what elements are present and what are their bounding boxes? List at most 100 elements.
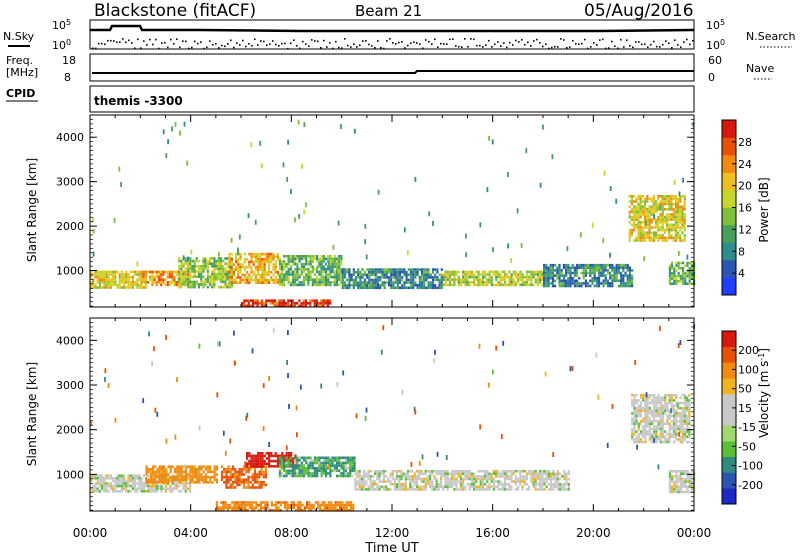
data-cell [655,440,658,444]
data-cell [259,509,262,512]
data-cell [670,401,673,405]
data-cell [677,226,680,229]
data-cell [175,270,178,274]
data-cell [313,304,316,308]
data-cell [655,234,658,237]
data-cell [305,466,308,470]
data-cell [519,270,522,274]
data-cell [282,299,285,302]
data-cell [661,435,665,439]
data-cell [254,276,257,279]
data-cell [429,276,432,279]
data-cell [420,472,423,476]
noise-dot [281,42,283,45]
data-cell [154,473,157,476]
data-cell [591,271,594,275]
data-cell [98,275,101,279]
data-cell [215,262,218,265]
data-cell [486,273,489,276]
data-cell [643,256,646,262]
data-cell [554,480,557,483]
data-cell [521,281,524,284]
data-cell [107,281,110,284]
data-cell [118,166,121,172]
data-cell [241,265,244,269]
data-cell [268,459,271,463]
data-cell [650,200,653,203]
data-cell [165,470,168,474]
data-cell [145,477,148,480]
data-cell [589,269,592,272]
data-cell [437,472,440,476]
data-cell [206,280,209,284]
data-cell [652,231,655,234]
data-cell [218,251,220,257]
data-cell [256,302,259,305]
data-cell [331,456,334,460]
data-cell [387,283,391,287]
data-cell [675,425,678,428]
data-cell [499,480,502,483]
data-cell [352,283,355,287]
data-cell [358,469,361,473]
data-cell [631,282,634,285]
data-cell [666,417,669,420]
data-cell [589,274,592,277]
data-cell [224,506,227,509]
data-cell [671,469,674,473]
noise-dot [512,44,514,46]
data-cell [675,472,678,476]
data-cell [239,255,242,258]
data-cell [250,278,253,282]
data-cell [358,482,361,486]
data-cell [231,486,235,489]
noise-dot [143,40,145,42]
data-cell [514,480,517,483]
data-cell [470,273,474,276]
data-cell [686,254,689,260]
data-cell [466,270,469,274]
noise-dot [602,38,604,41]
data-cell [650,412,654,415]
data-cell [661,223,664,227]
data-cell [690,272,693,275]
data-cell [242,509,245,512]
data-cell [173,487,176,490]
data-cell [261,271,264,274]
data-cell [653,432,656,436]
data-cell [674,231,677,234]
data-cell [420,488,423,491]
data-cell [270,459,273,463]
noise-dot [434,38,436,41]
data-cell [626,269,629,272]
data-cell [131,477,134,480]
data-cell [140,283,143,287]
data-cell [291,255,295,258]
data-cell [673,480,676,483]
data-cell [425,278,428,282]
data-cell [149,475,152,479]
data-cell [477,273,480,276]
beam-title: Beam 21 [355,2,422,20]
data-cell [283,281,286,284]
data-cell [639,412,643,415]
data-cell [514,488,517,491]
data-cell [346,461,350,465]
data-cell [166,273,169,276]
noise-dot [527,41,529,44]
data-cell [238,475,241,479]
data-cell [668,223,671,227]
data-cell [158,481,161,484]
data-cell [202,275,205,278]
data-cell [580,282,583,285]
data-cell [259,255,262,258]
data-cell [283,459,286,463]
data-cell [347,501,350,504]
data-cell [690,475,693,478]
data-cell [673,266,676,270]
data-cell [114,490,117,493]
data-cell [628,236,631,240]
data-cell [294,260,297,263]
data-cell [334,501,337,504]
data-cell [280,474,284,478]
